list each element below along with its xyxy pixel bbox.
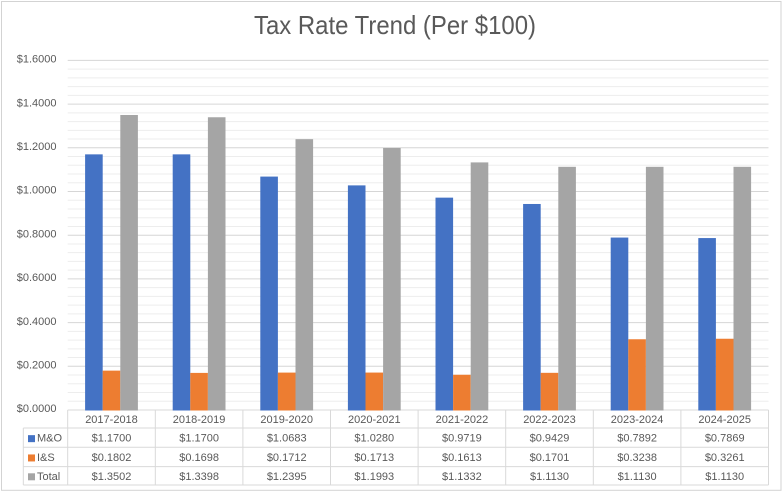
svg-text:Total: Total: [37, 471, 60, 483]
svg-text:$1.1332: $1.1332: [442, 471, 482, 483]
svg-text:$1.1130: $1.1130: [530, 471, 569, 483]
svg-text:$0.6000: $0.6000: [17, 272, 57, 284]
svg-text:$0.1701: $0.1701: [530, 452, 570, 464]
svg-text:2019-2020: 2019-2020: [260, 414, 313, 426]
svg-text:$0.1712: $0.1712: [267, 452, 307, 464]
svg-text:$1.3398: $1.3398: [179, 471, 219, 483]
svg-text:2017-2018: 2017-2018: [85, 414, 138, 426]
svg-text:$0.7869: $0.7869: [705, 433, 745, 445]
svg-text:Tax Rate Trend (Per $100): Tax Rate Trend (Per $100): [254, 10, 536, 40]
svg-text:M&O: M&O: [37, 433, 63, 445]
svg-text:2018-2019: 2018-2019: [173, 414, 226, 426]
svg-text:$1.6000: $1.6000: [17, 54, 57, 66]
svg-text:2022-2023: 2022-2023: [523, 414, 576, 426]
svg-text:$0.2000: $0.2000: [17, 360, 57, 372]
svg-text:$1.1700: $1.1700: [92, 433, 132, 445]
svg-text:$0.1698: $0.1698: [179, 452, 219, 464]
svg-text:$0.9429: $0.9429: [530, 433, 570, 445]
svg-text:$1.0683: $1.0683: [267, 433, 307, 445]
svg-text:$0.1613: $0.1613: [442, 452, 482, 464]
svg-text:$1.2000: $1.2000: [17, 141, 57, 153]
svg-text:$1.0280: $1.0280: [354, 433, 394, 445]
svg-text:$1.3502: $1.3502: [92, 471, 132, 483]
svg-text:$1.1130: $1.1130: [705, 471, 744, 483]
svg-text:$1.2395: $1.2395: [267, 471, 307, 483]
svg-text:$1.1993: $1.1993: [354, 471, 394, 483]
svg-text:$1.4000: $1.4000: [17, 97, 57, 109]
svg-text:$0.4000: $0.4000: [17, 316, 57, 328]
svg-text:2024-2025: 2024-2025: [698, 414, 751, 426]
svg-text:$1.1700: $1.1700: [179, 433, 219, 445]
svg-text:$0.1713: $0.1713: [354, 452, 394, 464]
svg-text:I&S: I&S: [37, 452, 55, 464]
svg-text:$0.8000: $0.8000: [17, 228, 57, 240]
svg-text:2023-2024: 2023-2024: [611, 414, 664, 426]
svg-text:$1.0000: $1.0000: [17, 185, 57, 197]
svg-text:$0.9719: $0.9719: [442, 433, 482, 445]
svg-text:2021-2022: 2021-2022: [436, 414, 489, 426]
svg-text:2020-2021: 2020-2021: [348, 414, 401, 426]
svg-text:$1.1130: $1.1130: [618, 471, 657, 483]
svg-text:$0.3261: $0.3261: [705, 452, 745, 464]
svg-text:$0.7892: $0.7892: [617, 433, 657, 445]
svg-text:$0.3238: $0.3238: [617, 452, 657, 464]
svg-text:$0.0000: $0.0000: [17, 403, 57, 415]
svg-text:$0.1802: $0.1802: [92, 452, 132, 464]
